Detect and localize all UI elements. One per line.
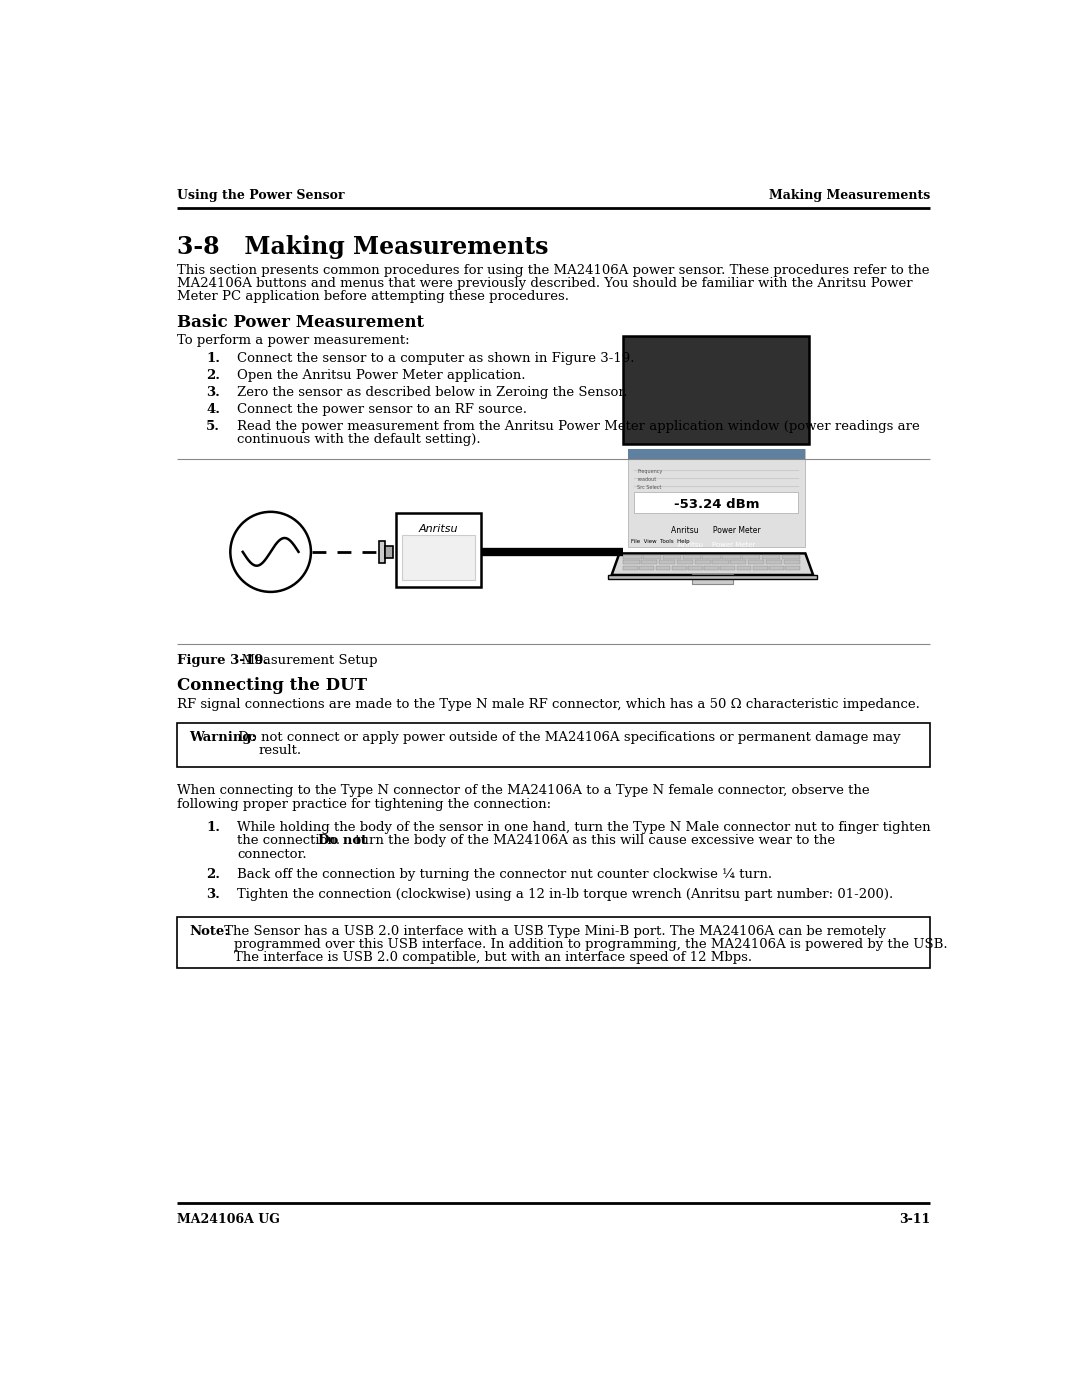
Text: The Sensor has a USB 2.0 interface with a USB Type Mini-B port. The MA24106A can: The Sensor has a USB 2.0 interface with …: [220, 925, 887, 937]
Text: Do not: Do not: [318, 834, 367, 848]
Text: While holding the body of the sensor in one hand, turn the Type N Male connector: While holding the body of the sensor in …: [238, 821, 931, 834]
Bar: [396, 513, 482, 587]
Text: the connection.: the connection.: [238, 834, 345, 848]
Bar: [742, 555, 760, 559]
Bar: [737, 566, 752, 570]
Text: following proper practice for tightening the connection:: following proper practice for tightening…: [177, 798, 551, 810]
Bar: [386, 546, 393, 557]
Text: Src Select: Src Select: [637, 485, 662, 490]
Text: This section presents common procedures for using the MA24106A power sensor. The: This section presents common procedures …: [177, 264, 930, 277]
FancyBboxPatch shape: [177, 916, 930, 968]
Text: Read the power measurement from the Anritsu Power Meter application window (powe: Read the power measurement from the Anri…: [238, 420, 920, 433]
Text: 2.: 2.: [206, 369, 220, 383]
Bar: [730, 560, 746, 564]
Text: Zero the sensor as described below in Zeroing the Sensor.: Zero the sensor as described below in Ze…: [238, 387, 627, 400]
Text: programmed over this USB interface. In addition to programming, the MA24106A is : programmed over this USB interface. In a…: [234, 937, 948, 950]
Bar: [623, 560, 639, 564]
Text: MA24106A buttons and menus that were previously described. You should be familia: MA24106A buttons and menus that were pre…: [177, 277, 913, 291]
Bar: [627, 448, 805, 460]
Text: readout: readout: [637, 478, 657, 482]
Text: Do not connect or apply power outside of the MA24106A specifications or permanen: Do not connect or apply power outside of…: [234, 731, 901, 743]
Text: 1.: 1.: [206, 352, 220, 366]
Bar: [623, 337, 809, 444]
Text: turn the body of the MA24106A as this will cause excessive wear to the: turn the body of the MA24106A as this wi…: [351, 834, 835, 848]
Text: Connect the power sensor to an RF source.: Connect the power sensor to an RF source…: [238, 404, 527, 416]
Text: 3.: 3.: [206, 387, 220, 400]
Bar: [723, 555, 741, 559]
Text: Back off the connection by turning the connector nut counter clockwise ¼ turn.: Back off the connection by turning the c…: [238, 868, 772, 880]
Bar: [782, 555, 800, 559]
Polygon shape: [611, 553, 813, 576]
Text: Using the Power Sensor: Using the Power Sensor: [177, 189, 345, 201]
Text: Making Measurements: Making Measurements: [769, 189, 930, 201]
Bar: [677, 560, 693, 564]
Text: 3-8   Making Measurements: 3-8 Making Measurements: [177, 236, 549, 260]
Bar: [683, 555, 701, 559]
Bar: [672, 566, 687, 570]
Text: continuous with the default setting).: continuous with the default setting).: [238, 433, 481, 446]
Text: MA24106A UG: MA24106A UG: [177, 1214, 280, 1227]
Bar: [748, 560, 765, 564]
Text: Open the Anritsu Power Meter application.: Open the Anritsu Power Meter application…: [238, 369, 526, 383]
Text: 4.: 4.: [206, 404, 220, 416]
Text: Connecting the DUT: Connecting the DUT: [177, 676, 367, 693]
Text: Warning:: Warning:: [189, 731, 257, 743]
Bar: [656, 566, 671, 570]
Text: When connecting to the Type N connector of the MA24106A to a Type N female conne: When connecting to the Type N connector …: [177, 784, 869, 798]
Text: Basic Power Measurement: Basic Power Measurement: [177, 314, 424, 331]
Bar: [634, 492, 798, 513]
Text: Meter PC application before attempting these procedures.: Meter PC application before attempting t…: [177, 291, 569, 303]
Text: result.: result.: [259, 745, 302, 757]
Bar: [753, 566, 768, 570]
Bar: [769, 566, 784, 570]
Text: Note:: Note:: [189, 925, 229, 937]
Bar: [761, 555, 780, 559]
Text: 1.: 1.: [206, 821, 220, 834]
Text: File  View  Tools  Help: File View Tools Help: [631, 539, 690, 543]
Text: 3.: 3.: [206, 887, 220, 901]
Bar: [785, 566, 800, 570]
Bar: [659, 560, 675, 564]
Text: The interface is USB 2.0 compatible, but with an interface speed of 12 Mbps.: The interface is USB 2.0 compatible, but…: [234, 951, 753, 964]
Text: 2.: 2.: [206, 868, 220, 880]
Bar: [623, 566, 638, 570]
Bar: [623, 555, 642, 559]
Text: Anritsu      Power Meter: Anritsu Power Meter: [672, 525, 761, 535]
Bar: [403, 535, 475, 580]
Bar: [608, 576, 816, 578]
Text: Frequency: Frequency: [637, 469, 662, 475]
Text: -53.24 dBm: -53.24 dBm: [674, 497, 759, 511]
Bar: [627, 448, 805, 548]
Bar: [766, 560, 782, 564]
Bar: [704, 566, 719, 570]
Text: Measurement Setup: Measurement Setup: [232, 654, 377, 666]
Bar: [639, 566, 654, 570]
Text: 5.: 5.: [206, 420, 220, 433]
Bar: [694, 560, 711, 564]
Bar: [702, 555, 720, 559]
Text: Figure 3-19.: Figure 3-19.: [177, 654, 268, 666]
Text: 3-11: 3-11: [899, 1214, 930, 1227]
Bar: [688, 566, 703, 570]
FancyBboxPatch shape: [177, 722, 930, 767]
Bar: [692, 574, 732, 584]
Text: Tighten the connection (clockwise) using a 12 in-lb torque wrench (Anritsu part : Tighten the connection (clockwise) using…: [238, 887, 893, 901]
Bar: [663, 555, 681, 559]
Bar: [784, 560, 800, 564]
Text: connector.: connector.: [238, 848, 307, 861]
Bar: [379, 541, 386, 563]
Text: Connect the sensor to a computer as shown in Figure 3-19.: Connect the sensor to a computer as show…: [238, 352, 635, 366]
Text: RF signal connections are made to the Type N male RF connector, which has a 50 Ω: RF signal connections are made to the Ty…: [177, 698, 920, 711]
Bar: [713, 560, 729, 564]
Text: Anritsu    Power Meter: Anritsu Power Meter: [677, 542, 755, 548]
Bar: [720, 566, 735, 570]
Bar: [643, 555, 661, 559]
Bar: [642, 560, 658, 564]
Text: Anritsu: Anritsu: [419, 524, 459, 534]
Text: To perform a power measurement:: To perform a power measurement:: [177, 334, 409, 346]
